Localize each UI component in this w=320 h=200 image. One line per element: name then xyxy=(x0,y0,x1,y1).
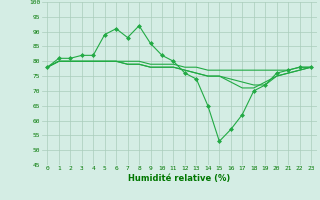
X-axis label: Humidité relative (%): Humidité relative (%) xyxy=(128,174,230,183)
